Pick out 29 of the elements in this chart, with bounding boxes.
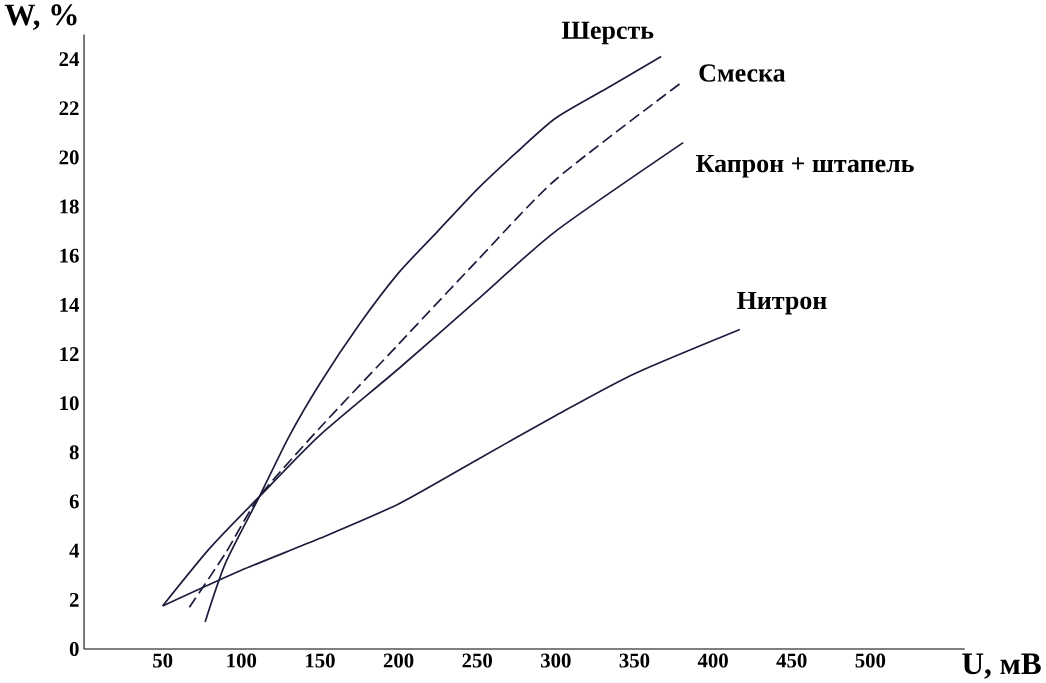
- x-tick-label: 100: [227, 653, 257, 668]
- y-tick-label: 12: [60, 347, 79, 361]
- y-tick-label: 18: [60, 199, 79, 214]
- y-tick-label: 8: [69, 445, 79, 460]
- y-axis-title: W, %: [4, 4, 77, 30]
- y-tick-label: 0: [69, 641, 79, 656]
- y-tick-label: 20: [59, 150, 79, 165]
- y-tick-label: 10: [60, 396, 79, 411]
- x-axis-title: U, мВ: [962, 653, 1041, 679]
- x-tick-label: 500: [855, 653, 886, 668]
- x-tick-label: 200: [383, 653, 414, 668]
- y-tick-label: 4: [69, 543, 80, 558]
- y-tick-label: 2: [69, 592, 79, 607]
- x-tick-label: 150: [306, 653, 335, 668]
- y-tick-label: 6: [69, 494, 79, 509]
- annotation: Капрон + штапель: [696, 154, 914, 178]
- x-tick-label: 250: [462, 653, 492, 668]
- x-tick-label: 300: [541, 653, 571, 668]
- annotation: Смеска: [699, 64, 786, 82]
- x-tick-label: 450: [776, 653, 807, 668]
- y-tick-label: 24: [59, 52, 80, 66]
- y-tick-label: 14: [60, 297, 80, 312]
- x-tick-label: 50: [153, 653, 173, 668]
- y-tick-label: 16: [60, 248, 79, 263]
- x-tick-label: 350: [619, 653, 650, 668]
- annotation: Нитрон: [737, 291, 827, 315]
- y-tick-label: 22: [59, 101, 79, 116]
- annotation: Шерсть: [561, 21, 654, 45]
- x-tick-label: 400: [697, 653, 728, 668]
